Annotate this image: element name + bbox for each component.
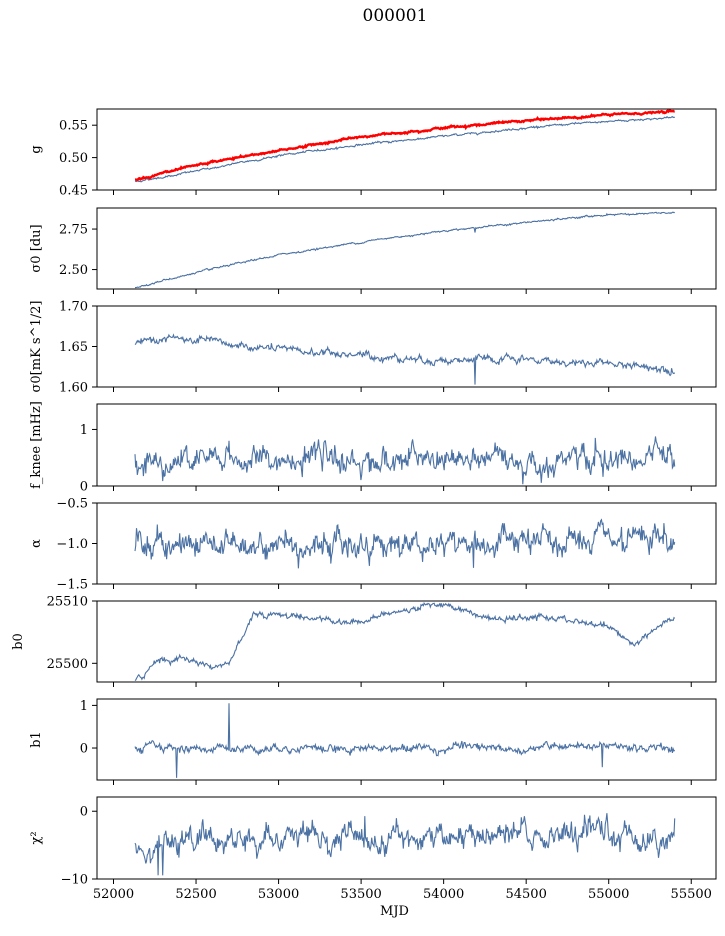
- y-axis-label-2: σ0 [du]: [29, 224, 44, 272]
- x-tick-label: 53000: [258, 887, 299, 902]
- y-axis-label-7: b1: [29, 731, 44, 748]
- y-axis-label-8: χ²: [29, 831, 44, 844]
- axes-frame-6: [96, 600, 717, 683]
- series-line-3: [134, 333, 676, 385]
- y-tick-label: 1.65: [59, 340, 88, 355]
- y-tick-label: 0: [80, 805, 88, 820]
- x-axis-label: MJD: [380, 904, 409, 919]
- panel-6: 25500 25510 b0: [11, 595, 717, 687]
- axes-frame-3: [96, 305, 717, 388]
- y-tick-label: 2.50: [59, 263, 88, 278]
- x-tick-label: 52500: [175, 887, 216, 902]
- panel-2: 2.50 2.75 σ0 [du]: [29, 207, 717, 294]
- panel-8: −10 0 52000 52500 53000 53500 54000 54500 55000 5…: [29, 796, 717, 902]
- axes-frame-2: [96, 207, 717, 290]
- series-line-4: [134, 436, 676, 485]
- y-tick-label: −10: [61, 873, 88, 888]
- panel-4: 0 1 f_knee [mHz]: [29, 401, 717, 495]
- y-tick-label: 1.60: [59, 381, 88, 396]
- panel-7: 0 1 b1: [29, 698, 717, 785]
- axes-frame-1: [96, 108, 717, 191]
- y-tick-label: 1: [80, 423, 88, 438]
- x-tick-label: 55500: [671, 887, 712, 902]
- series-line-8: [134, 813, 676, 876]
- x-tick-label: 53500: [340, 887, 381, 902]
- series-line-7: [134, 703, 676, 778]
- y-axis-label-4: f_knee [mHz]: [29, 401, 44, 489]
- series-line-5: [134, 518, 676, 569]
- axes-frame-8: [96, 796, 717, 880]
- y-tick-label: 25500: [47, 657, 88, 672]
- panel-1: 0.45 0.50 0.55 g: [29, 108, 717, 199]
- axes-frame-4: [96, 403, 717, 487]
- series-line-1: [134, 115, 676, 183]
- y-tick-label: 2.75: [59, 223, 88, 238]
- panel-3: 1.60 1.65 1.70 σ0[mK s^1/2]: [29, 300, 717, 396]
- y-tick-label: 0.50: [59, 151, 88, 166]
- x-tick-label: 55000: [588, 887, 629, 902]
- axes-frame-7: [96, 698, 717, 781]
- x-tick-label: 52000: [93, 887, 134, 902]
- panel-5: −1.5 −1.0 −0.5 α: [29, 497, 717, 593]
- x-tick-label: 54000: [423, 887, 464, 902]
- y-tick-label: −0.5: [56, 497, 88, 512]
- y-tick-label: 25510: [47, 595, 88, 610]
- series-line-2: [135, 211, 676, 289]
- y-tick-label: −1.5: [56, 578, 88, 593]
- y-tick-label: 1.70: [59, 300, 88, 315]
- y-tick-label: 0: [80, 480, 88, 495]
- y-tick-label: 0.55: [59, 119, 88, 134]
- y-tick-label: 1: [80, 699, 88, 714]
- y-axis-label-5: α: [29, 539, 44, 548]
- y-tick-label: 0: [80, 742, 88, 757]
- fit-line-1: [135, 109, 675, 182]
- y-tick-label: −1.0: [56, 537, 88, 552]
- y-tick-label: 0.45: [59, 184, 88, 199]
- x-tick-label: 54500: [505, 887, 546, 902]
- series-line-6: [134, 602, 676, 682]
- y-axis-label-3: σ0[mK s^1/2]: [29, 301, 44, 393]
- figure-title: 000001: [362, 6, 428, 26]
- y-axis-label-1: g: [29, 145, 44, 153]
- y-axis-label-6: b0: [11, 633, 26, 650]
